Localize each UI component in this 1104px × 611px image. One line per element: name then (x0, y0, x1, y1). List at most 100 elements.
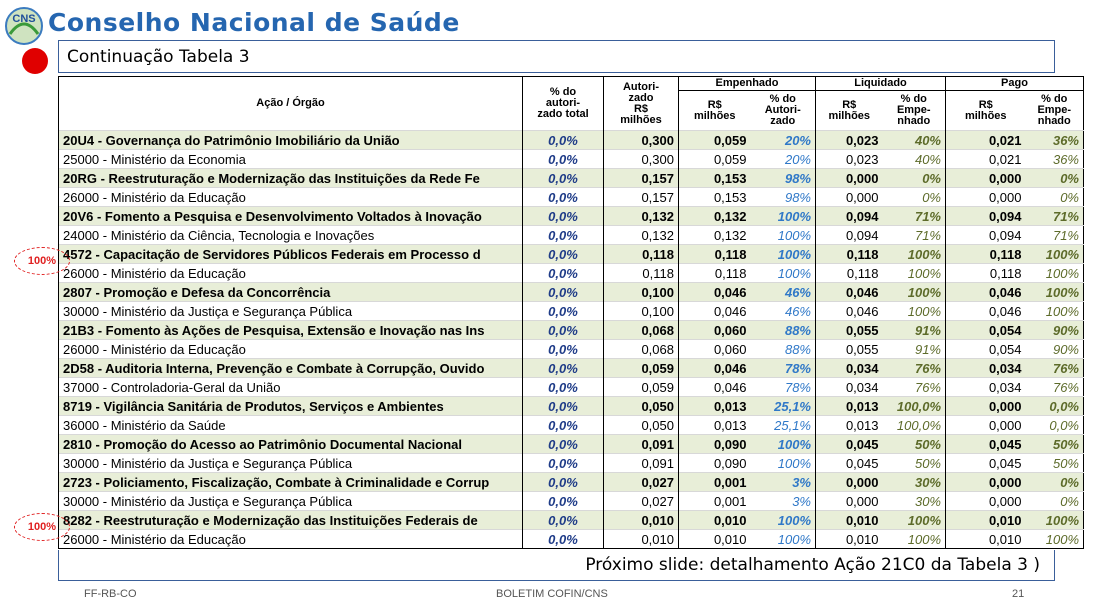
cell: 88% (750, 320, 816, 340)
cell: 0,0% (522, 339, 604, 359)
cell: 0,010 (815, 510, 883, 530)
annotation: 100% (14, 247, 70, 275)
cell: 3% (750, 491, 816, 511)
cell: 71% (1025, 225, 1084, 245)
cell: 0,0% (522, 510, 604, 530)
cell: 26000 - Ministério da Educação (58, 263, 523, 283)
cell: 50% (1025, 434, 1084, 454)
cell: 0,094 (945, 225, 1026, 245)
cell: 71% (1025, 206, 1084, 226)
row-orgao: 30000 - Ministério da Justiça e Seguranç… (58, 453, 1084, 473)
cell: 0,046 (678, 358, 751, 378)
cell: 0,000 (945, 415, 1026, 435)
subtitle: Continuação Tabela 3 (67, 47, 250, 67)
cell: 0,100 (603, 282, 679, 302)
cell: 0,059 (678, 130, 751, 150)
cell: 90% (1025, 320, 1084, 340)
cell: 2723 - Policiamento, Fiscalização, Comba… (58, 472, 523, 492)
cell: 0,094 (815, 225, 883, 245)
cell: 100% (1025, 282, 1084, 302)
cell: 0,0% (522, 244, 604, 264)
cell: 0% (882, 168, 946, 188)
cell: 0,046 (815, 282, 883, 302)
cell: 100% (1025, 263, 1084, 283)
cell: 0,023 (815, 130, 883, 150)
cell: 76% (1025, 377, 1084, 397)
cell: 71% (882, 225, 946, 245)
cell: 20% (750, 130, 816, 150)
header-line: % do (900, 93, 927, 105)
cell: 100% (882, 529, 946, 549)
cell: 50% (882, 453, 946, 473)
cell: 0,010 (603, 529, 679, 549)
cell: 0,132 (603, 225, 679, 245)
row-acao: 20V6 - Fomento a Pesquisa e Desenvolvime… (58, 206, 1084, 226)
row-orgao: 24000 - Ministério da Ciência, Tecnologi… (58, 225, 1084, 245)
cell: 100% (750, 529, 816, 549)
cell: 0,000 (815, 472, 883, 492)
cell: 0,300 (603, 130, 679, 150)
title: Conselho Nacional de Saúde (48, 8, 460, 37)
logo-circle (5, 7, 43, 45)
cell: 46% (750, 301, 816, 321)
cell: 0,010 (678, 529, 751, 549)
cell: 0,050 (603, 415, 679, 435)
row-acao: 2810 - Promoção do Acesso ao Patrimônio … (58, 434, 1084, 454)
cell: 40% (882, 149, 946, 169)
cell: 50% (1025, 453, 1084, 473)
cell: 0,013 (678, 415, 751, 435)
cell: 0,013 (815, 415, 883, 435)
footer-left: FF-RB-CO (84, 588, 137, 600)
cell: 0,013 (815, 396, 883, 416)
cell: 0,0% (522, 320, 604, 340)
cell: 0,0% (522, 453, 604, 473)
row-acao: 4572 - Capacitação de Servidores Público… (58, 244, 1084, 264)
cell: 0,091 (603, 453, 679, 473)
cell: 91% (882, 320, 946, 340)
row-orgao: 26000 - Ministério da Educação 0,0% 0,010 0… (58, 529, 1084, 549)
header-cell: Autori-zado R$ milhões (603, 76, 679, 131)
cell: 0,0% (522, 206, 604, 226)
cell: 0,094 (945, 206, 1026, 226)
cell: 2807 - Promoção e Defesa da Concorrência (58, 282, 523, 302)
cell: 76% (882, 377, 946, 397)
cell: 100% (750, 510, 816, 530)
cell: 2D58 - Auditoria Interna, Prevenção e Co… (58, 358, 523, 378)
row-acao: 2D58 - Auditoria Interna, Prevenção e Co… (58, 358, 1084, 378)
cell: 0,118 (603, 263, 679, 283)
cell: 0,090 (678, 434, 751, 454)
cell: 20V6 - Fomento a Pesquisa e Desenvolvime… (58, 206, 523, 226)
cell: 0,100 (603, 301, 679, 321)
header-line: milhões (964, 109, 1007, 122)
cell: 0,010 (678, 510, 751, 530)
row-acao: 8719 - Vigilância Sanitária de Produtos,… (58, 396, 1084, 416)
cell: 100% (750, 434, 816, 454)
header-line: Empe- (896, 104, 931, 116)
cell: 0,153 (678, 187, 751, 207)
cell: 0,046 (945, 301, 1026, 321)
header-cell: R$ milhões (945, 90, 1026, 131)
cell: 100% (750, 453, 816, 473)
header-line: R$ (842, 98, 857, 111)
cell: 98% (750, 168, 816, 188)
cell: 0,010 (945, 510, 1026, 530)
cell: 0,046 (678, 282, 751, 302)
cell: 20U4 - Governança do Patrimônio Imobiliá… (58, 130, 523, 150)
cell: 0,0% (522, 491, 604, 511)
cell: 78% (750, 358, 816, 378)
cell: 91% (882, 339, 946, 359)
cell: 0,001 (678, 491, 751, 511)
cell: 0,000 (945, 472, 1026, 492)
cell: 0,001 (678, 472, 751, 492)
cell: 46% (750, 282, 816, 302)
cell: 36% (1025, 149, 1084, 169)
cell: 100% (1025, 510, 1084, 530)
cell: 0,059 (603, 358, 679, 378)
cell: 0,0% (522, 263, 604, 283)
header-line: R$ (707, 98, 722, 111)
cell: 0,068 (603, 320, 679, 340)
cell: 0,0% (522, 282, 604, 302)
cell: 0% (1025, 168, 1084, 188)
cell: 0,021 (945, 149, 1026, 169)
cell: 0,034 (945, 358, 1026, 378)
